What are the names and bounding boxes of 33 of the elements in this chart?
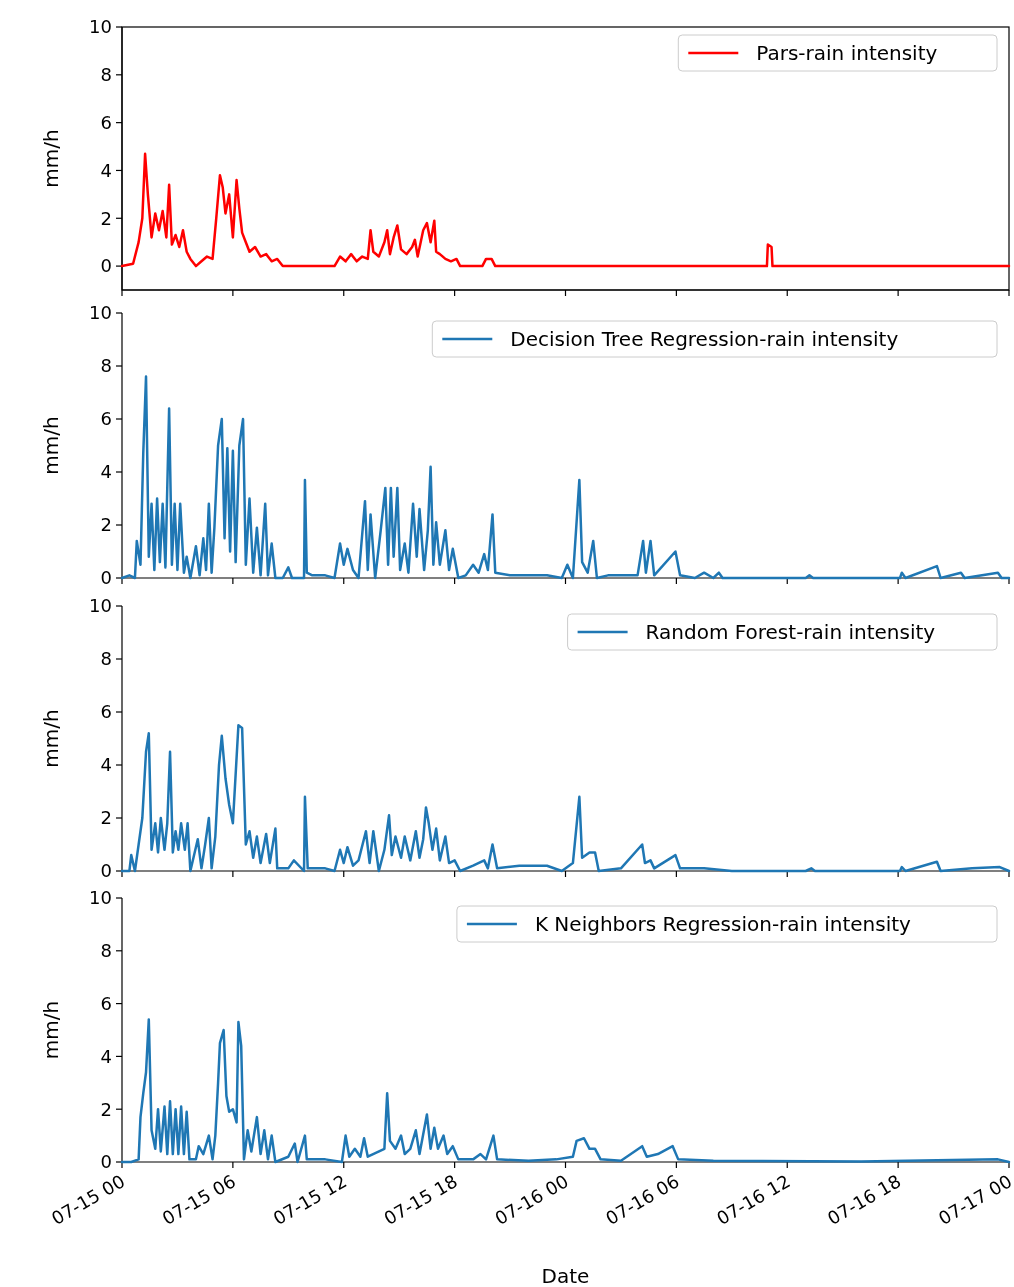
y-tick-label: 10	[89, 887, 112, 909]
y-tick-label: 8	[100, 355, 112, 377]
y-tick-label: 10	[89, 16, 112, 38]
y-tick-label: 4	[100, 754, 112, 776]
y-axis-title: mm/h	[39, 129, 63, 188]
y-tick-label: 10	[89, 595, 112, 617]
y-tick-label: 4	[100, 461, 112, 483]
y-tick-label: 0	[100, 255, 112, 277]
y-tick-label: 6	[100, 992, 112, 1014]
y-tick-label: 2	[100, 807, 112, 829]
legend-label: K Neighbors Regression-rain intensity	[534, 912, 912, 936]
legend-label: Random Forest-rain intensity	[645, 620, 936, 644]
legend-label: Pars-rain intensity	[756, 41, 938, 65]
y-tick-label: 8	[100, 940, 112, 962]
y-tick-label: 6	[100, 111, 112, 133]
legend-label: Decision Tree Regression-rain intensity	[510, 327, 899, 351]
y-tick-label: 6	[100, 701, 112, 723]
y-tick-label: 10	[89, 302, 112, 324]
y-tick-label: 4	[100, 1045, 112, 1067]
x-axis-title: Date	[541, 1264, 590, 1287]
y-tick-label: 2	[100, 1098, 112, 1120]
y-tick-label: 0	[100, 567, 112, 589]
y-tick-label: 2	[100, 207, 112, 229]
y-tick-label: 8	[100, 64, 112, 86]
y-tick-label: 4	[100, 159, 112, 181]
y-tick-label: 0	[100, 1151, 112, 1173]
y-tick-label: 0	[100, 860, 112, 882]
y-axis-title: mm/h	[39, 709, 63, 768]
y-tick-label: 2	[100, 514, 112, 536]
y-tick-label: 8	[100, 648, 112, 670]
y-axis-title: mm/h	[39, 416, 63, 475]
y-axis-title: mm/h	[39, 1000, 63, 1060]
y-tick-label: 6	[100, 408, 112, 430]
